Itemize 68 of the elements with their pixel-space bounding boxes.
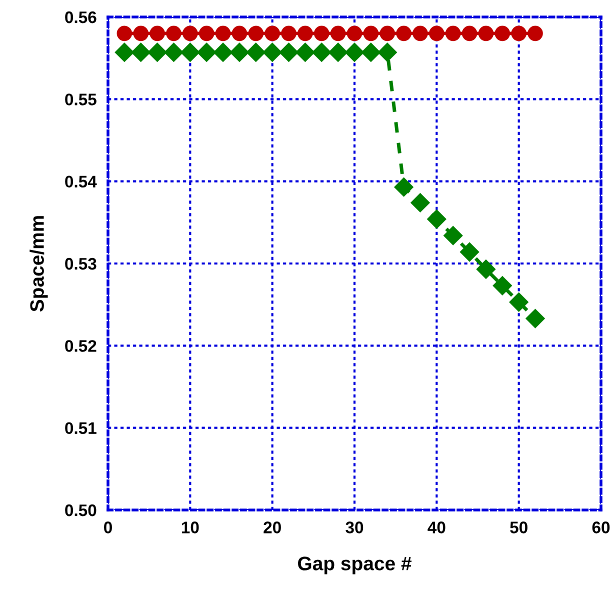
point [361,42,380,62]
x-tick-label: 0 [104,522,112,534]
point [378,42,397,62]
x-tick-label: 30 [346,522,364,534]
point [412,26,428,42]
point [166,26,182,42]
point [528,26,543,42]
point [150,26,165,42]
point [476,260,496,279]
point [131,42,150,62]
y-tick-label: 0.53 [65,258,96,270]
point [248,26,264,42]
point [492,276,512,296]
point [214,42,233,62]
point [281,26,296,42]
x-tick-label: 10 [182,522,199,534]
point [164,42,184,62]
point [116,26,132,42]
point [526,309,545,328]
point [215,26,231,42]
point [197,42,216,62]
x-tick-label: 60 [592,522,610,534]
point [410,193,430,212]
point [230,42,249,62]
point [279,42,298,62]
point [148,42,167,62]
point [330,26,346,42]
point [380,26,396,42]
point [511,26,526,42]
x-tick-label: 40 [428,522,446,534]
point [114,42,134,62]
y-tick-label: 0.54 [65,176,97,188]
point [312,42,332,62]
y-tick-label: 0.55 [65,94,96,106]
point [394,178,414,197]
y-axis-title: Space/mm [30,216,48,312]
point [182,26,198,42]
point [264,26,280,42]
point [133,26,149,42]
point [232,26,248,42]
y-tick-label: 0.52 [65,340,96,352]
point [509,292,528,312]
point [296,42,315,62]
point [298,26,313,42]
point [314,26,330,42]
point [346,26,362,42]
y-tick-label: 0.50 [65,504,96,516]
x-axis-title: Gap space # [298,556,412,574]
point [444,226,463,246]
point [462,26,478,42]
x-tick-label: 50 [510,522,528,534]
point [363,26,379,42]
point [478,26,494,42]
point [262,42,282,62]
point [328,42,348,62]
x-tick-label: 20 [264,522,281,534]
point [445,26,461,42]
y-tick-label: 0.51 [65,422,96,434]
point [396,26,412,42]
point [344,42,364,62]
y-tick-label: 0.56 [65,11,96,24]
point [460,242,480,262]
point [494,26,510,42]
point [429,26,444,42]
point [180,42,200,62]
point [198,26,214,42]
point [427,210,446,229]
point [246,42,266,62]
